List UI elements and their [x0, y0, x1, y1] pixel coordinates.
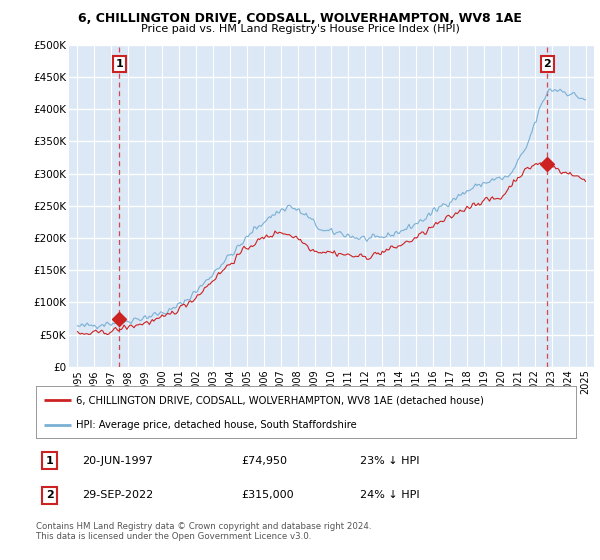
Text: 1: 1	[115, 59, 123, 69]
Text: £315,000: £315,000	[241, 491, 294, 500]
Text: 24% ↓ HPI: 24% ↓ HPI	[360, 491, 419, 500]
Text: 2: 2	[46, 491, 53, 500]
Text: £74,950: £74,950	[241, 455, 287, 465]
Text: 29-SEP-2022: 29-SEP-2022	[82, 491, 153, 500]
Text: Price paid vs. HM Land Registry's House Price Index (HPI): Price paid vs. HM Land Registry's House …	[140, 24, 460, 34]
Text: 6, CHILLINGTON DRIVE, CODSALL, WOLVERHAMPTON, WV8 1AE (detached house): 6, CHILLINGTON DRIVE, CODSALL, WOLVERHAM…	[77, 395, 484, 405]
Text: HPI: Average price, detached house, South Staffordshire: HPI: Average price, detached house, Sout…	[77, 420, 357, 430]
Text: 6, CHILLINGTON DRIVE, CODSALL, WOLVERHAMPTON, WV8 1AE: 6, CHILLINGTON DRIVE, CODSALL, WOLVERHAM…	[78, 12, 522, 25]
Text: 23% ↓ HPI: 23% ↓ HPI	[360, 455, 419, 465]
Text: 2: 2	[544, 59, 551, 69]
Text: 20-JUN-1997: 20-JUN-1997	[82, 455, 153, 465]
Text: 1: 1	[46, 455, 53, 465]
Text: Contains HM Land Registry data © Crown copyright and database right 2024.
This d: Contains HM Land Registry data © Crown c…	[36, 522, 371, 542]
